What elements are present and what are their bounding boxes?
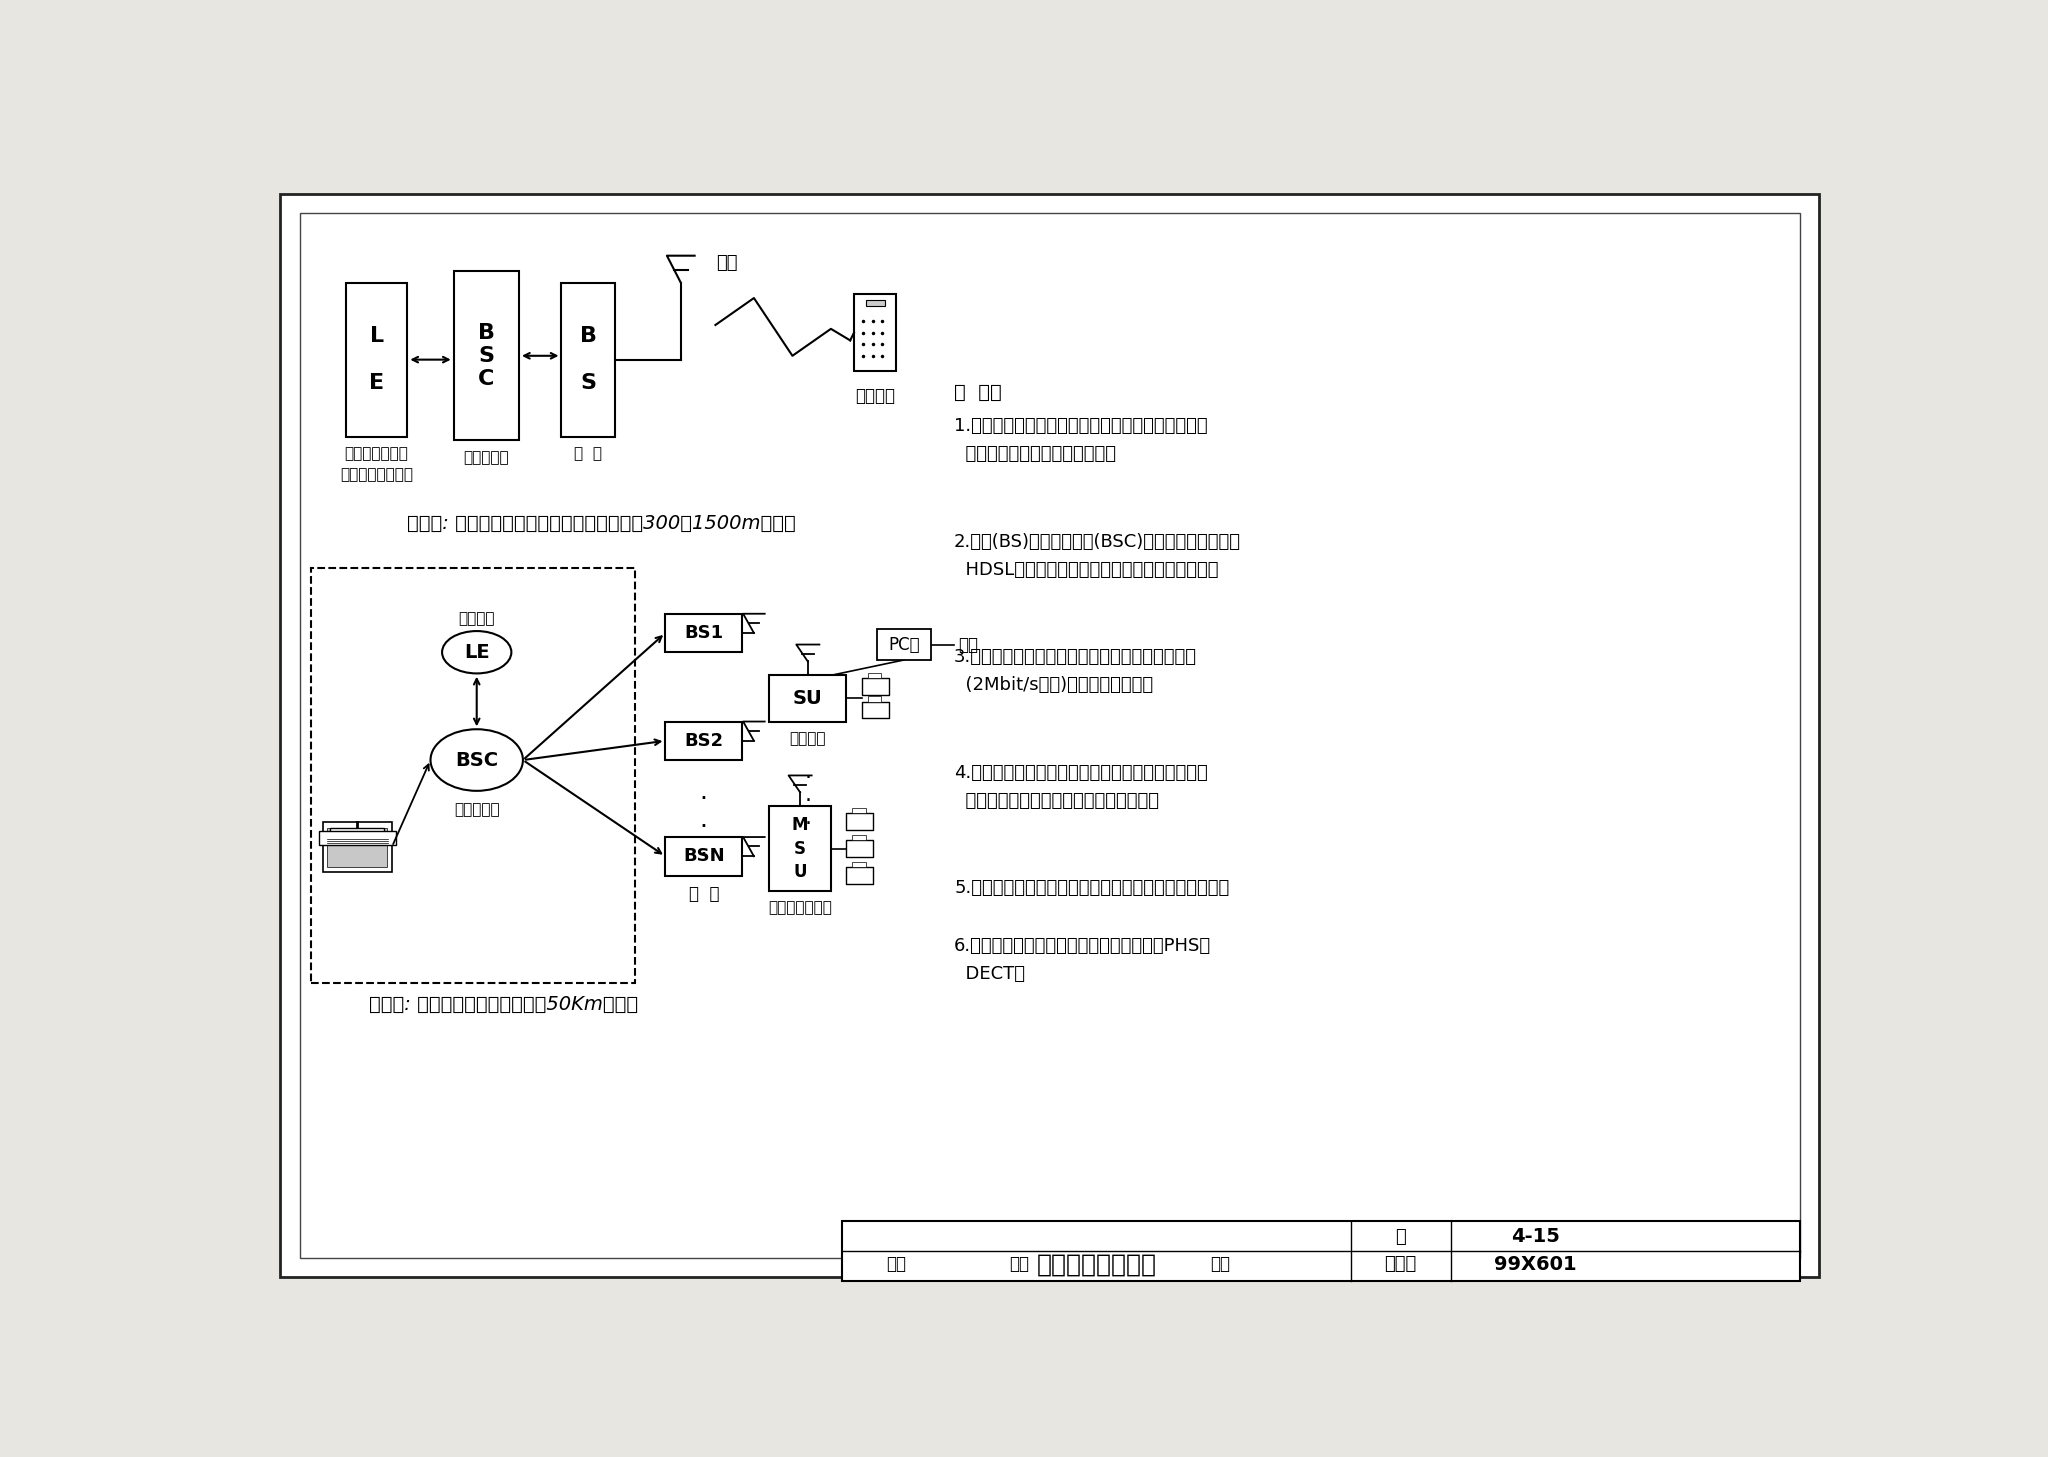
Text: 基  站: 基 站 <box>688 884 719 903</box>
Bar <box>868 673 881 679</box>
Text: 基站控制器: 基站控制器 <box>455 803 500 817</box>
Text: 网络管理系统: 网络管理系统 <box>330 852 385 867</box>
Text: 1.微蜂窝技术的无线用户环路接入方式宜采用在用户
  密度高，通信业务量大的地区。: 1.微蜂窝技术的无线用户环路接入方式宜采用在用户 密度高，通信业务量大的地区。 <box>954 417 1208 463</box>
Text: 终端设备: 终端设备 <box>791 731 825 746</box>
Text: 交换设备: 交换设备 <box>459 612 496 627</box>
Bar <box>666 721 741 761</box>
Bar <box>330 828 385 835</box>
Text: 基站控制器: 基站控制器 <box>463 450 510 465</box>
Text: 审核: 审核 <box>887 1256 907 1273</box>
Text: 多用户终端设备: 多用户终端设备 <box>768 900 831 915</box>
Text: 校对: 校对 <box>1010 1256 1030 1273</box>
Text: 2.基站(BS)与基站控制器(BSC)间可采用同轴电缆，
  HDSL系统、光纤传输、数字微波传输进行连接。: 2.基站(BS)与基站控制器(BSC)间可采用同轴电缆， HDSL系统、光纤传输… <box>954 533 1241 578</box>
Text: BSC: BSC <box>455 750 498 769</box>
Text: 基  站: 基 站 <box>573 446 602 460</box>
Text: 无线: 无线 <box>717 255 737 272</box>
Text: 4.无线接入系统可承载基本电话以及传真、低速数据
  等业务，将来也能承载综合性宽带业务。: 4.无线接入系统可承载基本电话以及传真、低速数据 等业务，将来也能承载综合性宽带… <box>954 763 1208 810</box>
Text: 3.基站控制器与交换局间可采用用户线方式和局间
  (2Mbit/s接口)的方式进行连接。: 3.基站控制器与交换局间可采用用户线方式和局间 (2Mbit/s接口)的方式进行… <box>954 648 1198 694</box>
Text: 程控用户交换机
或程控局用交换机: 程控用户交换机 或程控局用交换机 <box>340 446 414 482</box>
Bar <box>319 830 395 845</box>
Bar <box>346 283 408 437</box>
Text: M
S
U: M S U <box>793 816 809 881</box>
Bar <box>561 283 614 437</box>
Bar <box>666 836 741 876</box>
Bar <box>770 676 846 721</box>
Bar <box>770 806 831 890</box>
Text: BS1: BS1 <box>684 624 723 643</box>
Bar <box>862 701 889 718</box>
Ellipse shape <box>430 730 522 791</box>
Text: 方式一: 无线电话技术、基站至终端距离仅为300～1500m左右。: 方式一: 无线电话技术、基站至终端距离仅为300～1500m左右。 <box>408 514 797 533</box>
Text: 页: 页 <box>1395 1228 1407 1246</box>
Text: PC机: PC机 <box>889 635 920 654</box>
Bar <box>328 828 387 867</box>
Text: B
S
C: B S C <box>477 322 496 389</box>
Text: 方式二: 移动网技术覆盖范围可达50Km左右。: 方式二: 移动网技术覆盖范围可达50Km左右。 <box>369 995 639 1014</box>
Bar <box>877 629 932 660</box>
Text: 设计: 设计 <box>1210 1256 1229 1273</box>
Bar <box>868 696 881 701</box>
Bar <box>846 841 872 857</box>
Text: SU: SU <box>793 689 823 708</box>
Text: LE: LE <box>465 643 489 661</box>
Bar <box>852 835 866 841</box>
Bar <box>852 861 866 867</box>
Ellipse shape <box>442 631 512 673</box>
Bar <box>862 679 889 695</box>
Text: 数据: 数据 <box>958 635 979 654</box>
Text: 说  明：: 说 明： <box>954 383 1001 402</box>
Bar <box>453 271 518 440</box>
Text: BS2: BS2 <box>684 731 723 750</box>
Bar <box>852 807 866 813</box>
Bar <box>866 300 885 306</box>
Text: 4-15: 4-15 <box>1511 1227 1561 1246</box>
Bar <box>846 813 872 830</box>
Text: 6.无线用户环路目前采用的微蜂窝制式主要PHS和
  DECT。: 6.无线用户环路目前采用的微蜂窝制式主要PHS和 DECT。 <box>954 937 1210 983</box>
Text: L

E: L E <box>369 326 385 393</box>
Bar <box>666 613 741 653</box>
Bar <box>842 1221 1800 1281</box>
Text: 专用手机: 专用手机 <box>856 386 895 405</box>
Bar <box>854 294 897 372</box>
Text: 图集号: 图集号 <box>1384 1256 1417 1273</box>
Text: 99X601: 99X601 <box>1495 1254 1577 1273</box>
Text: 无线用户环路接入: 无线用户环路接入 <box>1036 1253 1157 1276</box>
Text: BSN: BSN <box>684 848 725 865</box>
Text: ·
·
·: · · · <box>700 787 709 867</box>
Text: ·
·
·: · · · <box>805 768 811 835</box>
Text: 5.无线接入网也可实现集中管理、集中计费、集中维护。: 5.无线接入网也可实现集中管理、集中计费、集中维护。 <box>954 880 1229 898</box>
Bar <box>324 822 391 871</box>
Text: B

S: B S <box>580 326 596 393</box>
Bar <box>846 867 872 884</box>
Bar <box>311 568 635 983</box>
